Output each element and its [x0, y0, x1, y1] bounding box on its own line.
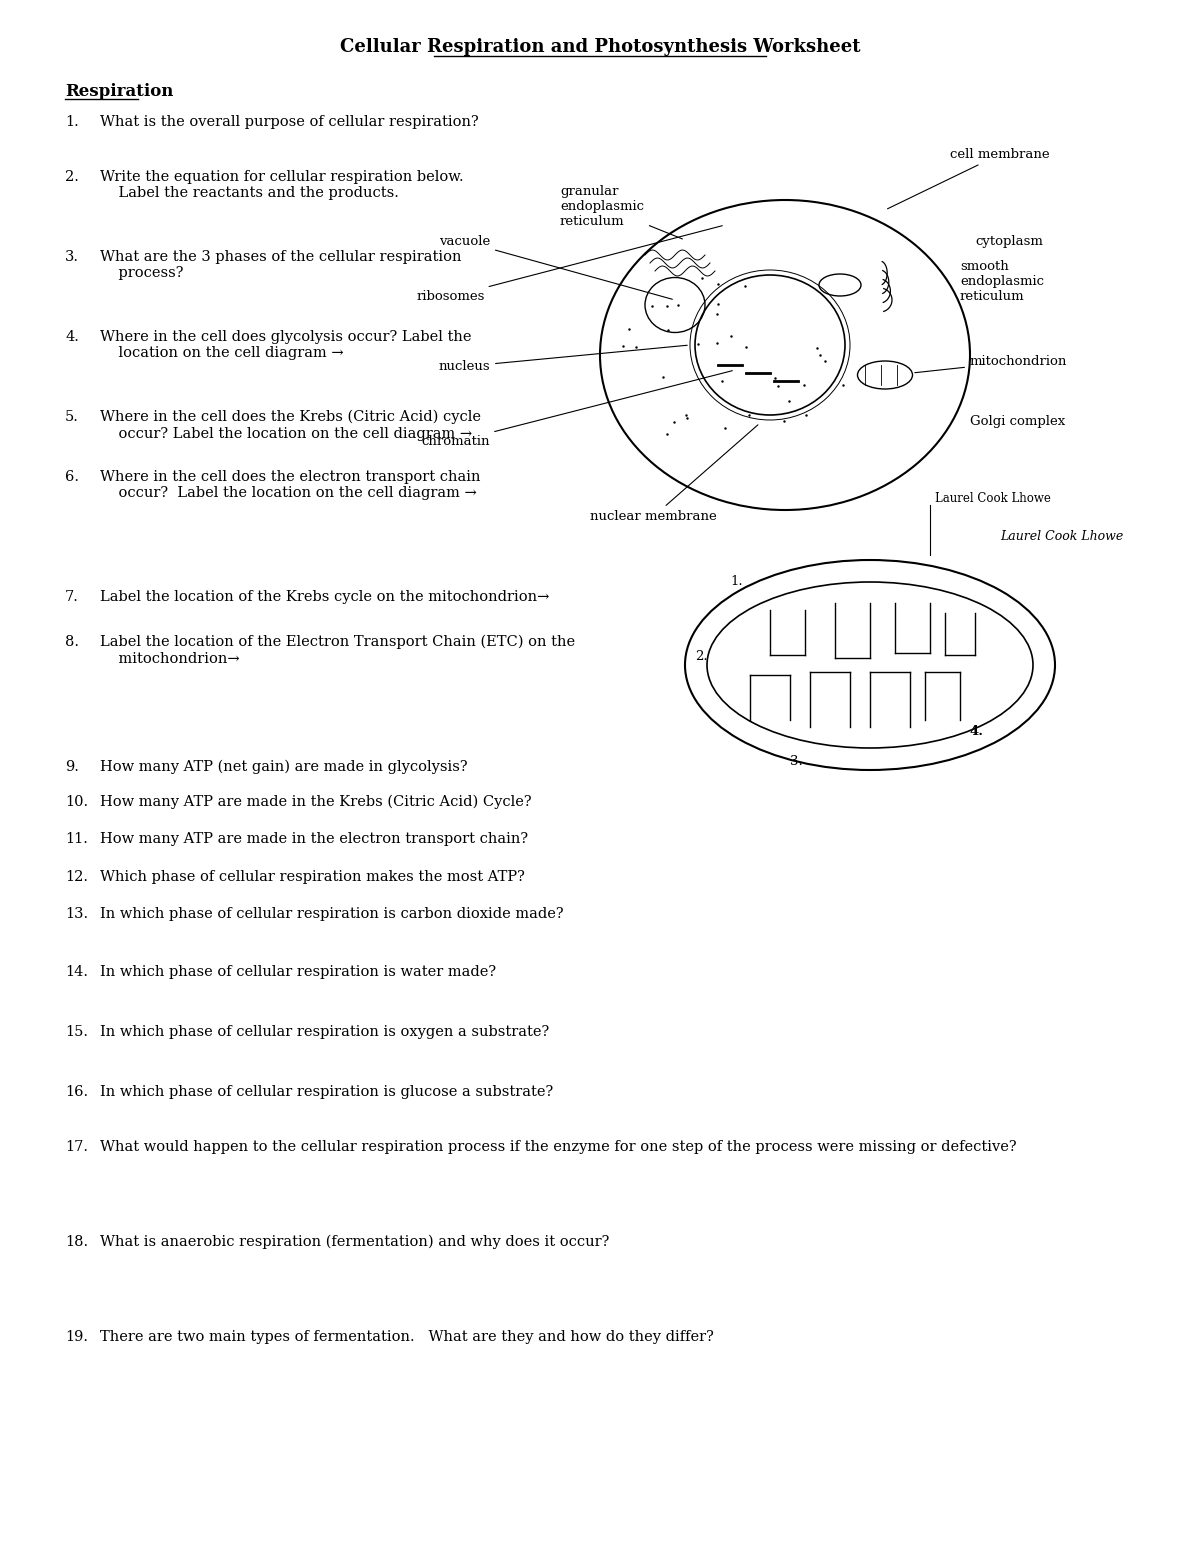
Text: How many ATP (net gain) are made in glycolysis?: How many ATP (net gain) are made in glyc…	[100, 759, 468, 775]
Text: How many ATP are made in the Krebs (Citric Acid) Cycle?: How many ATP are made in the Krebs (Citr…	[100, 795, 532, 809]
Text: Which phase of cellular respiration makes the most ATP?: Which phase of cellular respiration make…	[100, 870, 524, 884]
Text: 4.: 4.	[65, 329, 79, 345]
Text: 14.: 14.	[65, 964, 88, 978]
Text: 10.: 10.	[65, 795, 88, 809]
Text: mitochondrion: mitochondrion	[914, 356, 1067, 373]
Text: 2.: 2.	[695, 651, 708, 663]
Text: How many ATP are made in the electron transport chain?: How many ATP are made in the electron tr…	[100, 832, 528, 846]
Text: vacuole: vacuole	[439, 235, 672, 300]
Text: 3.: 3.	[65, 250, 79, 264]
Text: 2.: 2.	[65, 169, 79, 183]
Text: 9.: 9.	[65, 759, 79, 773]
Text: In which phase of cellular respiration is water made?: In which phase of cellular respiration i…	[100, 964, 496, 978]
Text: In which phase of cellular respiration is carbon dioxide made?: In which phase of cellular respiration i…	[100, 907, 564, 921]
Text: nucleus: nucleus	[438, 345, 688, 373]
Text: 12.: 12.	[65, 870, 88, 884]
Text: 3.: 3.	[790, 755, 803, 769]
Text: Laurel Cook Lhowe: Laurel Cook Lhowe	[935, 492, 1051, 505]
Text: nuclear membrane: nuclear membrane	[590, 426, 758, 523]
Text: smooth
endoplasmic
reticulum: smooth endoplasmic reticulum	[960, 259, 1044, 303]
Text: 1.: 1.	[730, 575, 743, 589]
Text: 16.: 16.	[65, 1086, 88, 1100]
Text: 18.: 18.	[65, 1235, 88, 1249]
Text: 13.: 13.	[65, 907, 88, 921]
Text: There are two main types of fermentation.   What are they and how do they differ: There are two main types of fermentation…	[100, 1329, 714, 1343]
Text: Cellular Respiration and Photosynthesis Worksheet: Cellular Respiration and Photosynthesis …	[340, 37, 860, 56]
Text: Where in the cell does the Krebs (Citric Acid) cycle
    occur? Label the locati: Where in the cell does the Krebs (Citric…	[100, 410, 481, 441]
Text: Laurel Cook Lhowe: Laurel Cook Lhowe	[1000, 530, 1123, 544]
Text: granular
endoplasmic
reticulum: granular endoplasmic reticulum	[560, 185, 683, 239]
Text: What is anaerobic respiration (fermentation) and why does it occur?: What is anaerobic respiration (fermentat…	[100, 1235, 610, 1250]
Text: 8.: 8.	[65, 635, 79, 649]
Text: What is the overall purpose of cellular respiration?: What is the overall purpose of cellular …	[100, 115, 479, 129]
Text: chromatin: chromatin	[421, 371, 732, 447]
Text: Write the equation for cellular respiration below.
    Label the reactants and t: Write the equation for cellular respirat…	[100, 169, 463, 200]
Text: 4.: 4.	[970, 725, 984, 738]
Text: cell membrane: cell membrane	[888, 148, 1050, 208]
Text: Label the location of the Krebs cycle on the mitochondrion→: Label the location of the Krebs cycle on…	[100, 590, 550, 604]
Text: 1.: 1.	[65, 115, 79, 129]
Text: cytoplasm: cytoplasm	[974, 235, 1043, 248]
Text: Golgi complex: Golgi complex	[970, 415, 1066, 429]
Text: What would happen to the cellular respiration process if the enzyme for one step: What would happen to the cellular respir…	[100, 1140, 1016, 1154]
Text: In which phase of cellular respiration is oxygen a substrate?: In which phase of cellular respiration i…	[100, 1025, 550, 1039]
Text: 6.: 6.	[65, 471, 79, 485]
Text: In which phase of cellular respiration is glucose a substrate?: In which phase of cellular respiration i…	[100, 1086, 553, 1100]
Text: 15.: 15.	[65, 1025, 88, 1039]
Text: 7.: 7.	[65, 590, 79, 604]
Text: 17.: 17.	[65, 1140, 88, 1154]
Text: 11.: 11.	[65, 832, 88, 846]
Text: Where in the cell does the electron transport chain
    occur?  Label the locati: Where in the cell does the electron tran…	[100, 471, 480, 500]
Text: 19.: 19.	[65, 1329, 88, 1343]
Text: Where in the cell does glycolysis occur? Label the
    location on the cell diag: Where in the cell does glycolysis occur?…	[100, 329, 472, 360]
Text: Respiration: Respiration	[65, 82, 173, 99]
Text: ribosomes: ribosomes	[416, 225, 722, 303]
Text: Label the location of the Electron Transport Chain (ETC) on the
    mitochondrio: Label the location of the Electron Trans…	[100, 635, 575, 666]
Text: 5.: 5.	[65, 410, 79, 424]
Text: What are the 3 phases of the cellular respiration
    process?: What are the 3 phases of the cellular re…	[100, 250, 462, 280]
